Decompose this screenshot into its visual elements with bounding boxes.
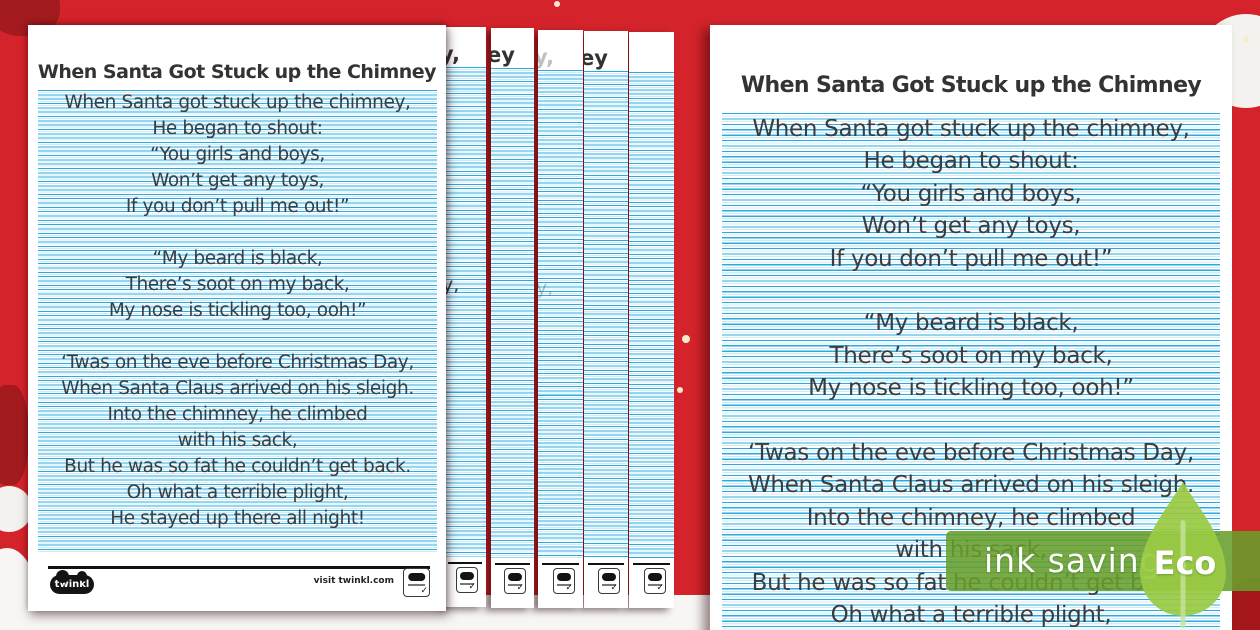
snow-dot: [1243, 36, 1249, 42]
lyric-line: When Santa Claus arrived on his sleigh.: [747, 472, 1195, 499]
handwriting-lines: [538, 70, 583, 558]
quality-stamp: ✓: [598, 568, 620, 594]
lyric-fragment: y,: [538, 277, 554, 299]
lyric-line: Won’t get any toys,: [151, 170, 324, 191]
handwriting-lines: [629, 72, 674, 558]
lyric-line: My nose is tickling too, ooh!”: [108, 300, 367, 321]
song-lyrics: When Santa got stuck up the chimney, He b…: [722, 113, 1220, 630]
visit-link-text: visit twinkl.com: [313, 576, 394, 586]
lyric-stanza: “My beard is black, There’s soot on my ba…: [722, 307, 1220, 404]
footer-rule: [48, 566, 430, 569]
eco-label: Eco: [1153, 544, 1217, 582]
lyric-line: Oh what a terrible plight,: [830, 602, 1112, 629]
twinkl-logo: twinkl: [50, 570, 94, 594]
lyric-line: There’s soot on my back,: [829, 342, 1113, 369]
lyric-line: Oh what a terrible plight,: [126, 482, 349, 503]
handwriting-lines: [444, 67, 486, 557]
lyric-line: “My beard is black,: [863, 310, 1079, 337]
lyric-line: Into the chimney, he climbed: [107, 404, 368, 425]
song-lyrics: When Santa got stuck up the chimney, He b…: [38, 90, 437, 532]
lyric-stanza: “My beard is black, There’s soot on my ba…: [38, 246, 437, 324]
stacked-page-edge: y, y, ✓: [538, 30, 583, 608]
footer-rule: [588, 562, 624, 565]
lyric-line: If you don’t pull me out!”: [829, 245, 1113, 272]
lyric-line: He began to shout:: [152, 118, 323, 139]
lyric-line: “You girls and boys,: [860, 180, 1082, 207]
stacked-page-edge: y, y, ✓: [444, 27, 486, 607]
footer-rule: [542, 562, 579, 565]
lyric-stanza: ‘Twas on the eve before Christmas Day, Wh…: [38, 350, 437, 532]
lyric-line: He began to shout:: [863, 148, 1079, 175]
quality-stamp: ✓: [456, 567, 478, 593]
lyric-line: There’s soot on my back,: [125, 274, 350, 295]
footer-rule: [495, 562, 530, 565]
handwriting-lines: [491, 68, 534, 558]
worksheet-page-front: When Santa Got Stuck up the Chimney When…: [28, 25, 446, 611]
ink-saving-label: ink saving: [984, 541, 1162, 580]
lyric-line: ‘Twas on the eve before Christmas Day,: [61, 352, 414, 373]
page-title: When Santa Got Stuck up the Chimney: [37, 61, 437, 83]
lyric-stanza: When Santa got stuck up the chimney, He b…: [38, 90, 437, 220]
lyric-stanza: When Santa got stuck up the chimney, He b…: [722, 113, 1220, 275]
title-fragment: ey: [584, 46, 608, 70]
title-fragment: ey: [491, 43, 515, 67]
lyric-line: “My beard is black,: [152, 248, 323, 269]
lyric-line: He stayed up there all night!: [110, 508, 365, 529]
eco-leaf-icon: [1140, 482, 1226, 628]
lyric-line: When Santa got stuck up the chimney,: [64, 92, 411, 113]
page-title: When Santa Got Stuck up the Chimney: [740, 73, 1202, 98]
lyric-line: with his sack,: [177, 430, 298, 451]
snow-dot: [677, 387, 683, 393]
handwriting-lines: [584, 71, 628, 558]
lyric-line: My nose is tickling too, ooh!”: [808, 375, 1134, 402]
stacked-page-edge: ey ✓: [491, 28, 534, 608]
stacked-page-edge: ✓: [629, 32, 674, 608]
stacked-page-edge: ey ✓: [584, 31, 628, 608]
handwriting-lines: When Santa got stuck up the chimney, He b…: [38, 90, 437, 553]
quality-stamp: ✓: [504, 568, 526, 594]
lyric-fragment: y,: [444, 274, 460, 296]
footer-rule: [633, 562, 670, 565]
lyric-line: But he was so fat he couldn’t get back.: [64, 456, 411, 477]
quality-stamp: ✓: [644, 568, 666, 594]
snow-dot: [682, 335, 690, 343]
title-fragment: y,: [538, 45, 555, 69]
lyric-line: “You girls and boys,: [150, 144, 325, 165]
dark-red-blob: [0, 385, 28, 485]
snow-dot: [554, 1, 560, 7]
lyric-line: When Santa Claus arrived on his sleigh.: [61, 378, 414, 399]
lyric-line: When Santa got stuck up the chimney,: [752, 116, 1190, 142]
quality-stamp: ✓: [553, 568, 575, 594]
quality-stamp: ✓: [403, 568, 430, 597]
lyric-line: ‘Twas on the eve before Christmas Day,: [748, 440, 1194, 467]
title-fragment: y,: [444, 42, 461, 66]
lyric-line: Into the chimney, he climbed: [806, 504, 1136, 531]
lyric-line: If you don’t pull me out!”: [125, 196, 350, 217]
lyric-line: Won’t get any toys,: [861, 213, 1081, 240]
footer-rule: [448, 561, 482, 564]
